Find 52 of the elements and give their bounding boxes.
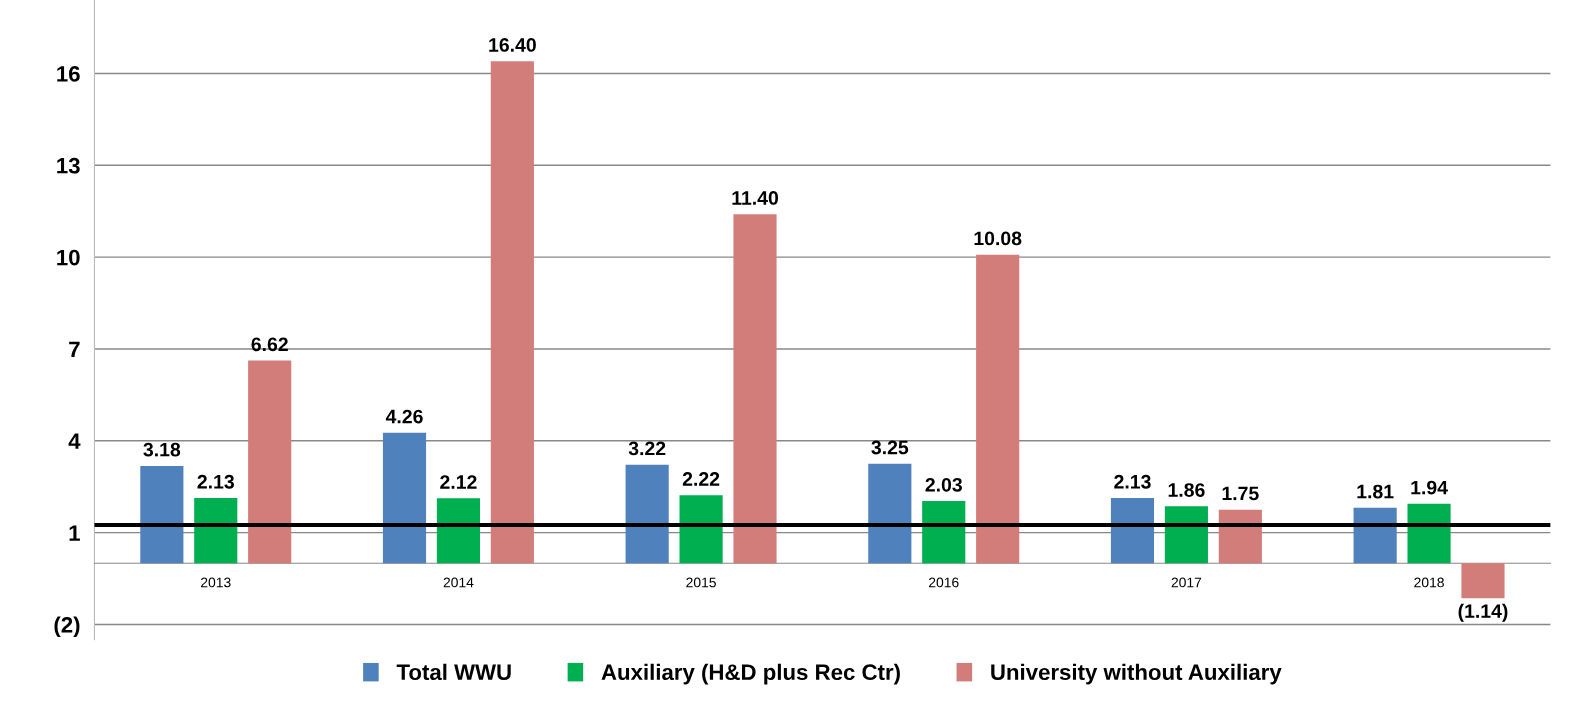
y-tick-label: (2)	[54, 616, 80, 638]
data-label: 3.25	[871, 440, 909, 455]
y-tick-label: 13	[57, 157, 80, 174]
bar	[248, 360, 292, 564]
bar	[382, 432, 427, 564]
bar	[976, 254, 1020, 564]
data-label: 4.26	[385, 409, 423, 424]
data-label: 6.62	[251, 337, 288, 352]
bar	[625, 464, 669, 564]
data-label: (1.14)	[1458, 603, 1508, 622]
bar	[1461, 563, 1505, 599]
data-label: 3.22	[628, 441, 666, 456]
x-tick-label: 2014	[443, 577, 474, 588]
bar	[868, 463, 912, 564]
data-label: 1.81	[1357, 484, 1394, 499]
bar	[140, 465, 184, 564]
bar	[194, 498, 238, 564]
bar	[490, 61, 534, 564]
y-tick-label: 4	[68, 433, 81, 449]
data-label: 16.40	[489, 38, 536, 52]
x-tick-label: 2015	[686, 577, 716, 588]
data-label: 11.40	[732, 191, 779, 205]
x-tick-label: 2013	[201, 577, 231, 588]
y-tick-label: 7	[69, 341, 80, 358]
bar	[922, 501, 966, 564]
data-label: 2.13	[1114, 474, 1151, 489]
bar	[1353, 507, 1397, 564]
bar	[733, 214, 777, 564]
x-tick-label: 2016	[929, 577, 959, 588]
data-label: 1.86	[1168, 483, 1205, 497]
y-tick-label: 1	[69, 525, 80, 541]
data-label: 3.18	[143, 442, 181, 457]
legend-label: University without Auxiliary	[991, 663, 1282, 685]
legend-label: Total WWU	[396, 663, 511, 681]
data-label: 1.94	[1411, 480, 1448, 495]
data-label: 2.22	[682, 472, 720, 486]
data-label: 10.08	[974, 231, 1022, 246]
data-label: 2.13	[197, 474, 234, 489]
data-label: 1.75	[1222, 486, 1259, 501]
data-label: 2.12	[440, 475, 477, 489]
x-tick-label: 2018	[1414, 577, 1444, 588]
y-tick-label: 10	[57, 249, 80, 266]
legend-label: Auxiliary (H&D plus Rec Ctr)	[601, 663, 900, 685]
bar	[1164, 506, 1208, 564]
bar	[1110, 498, 1155, 564]
data-label: 2.03	[925, 477, 962, 492]
x-tick-label: 2017	[1171, 577, 1202, 588]
bar	[1407, 503, 1451, 564]
bar	[436, 498, 480, 564]
bar	[679, 495, 723, 564]
y-tick-label: 16	[57, 66, 80, 82]
bar	[1218, 509, 1262, 564]
